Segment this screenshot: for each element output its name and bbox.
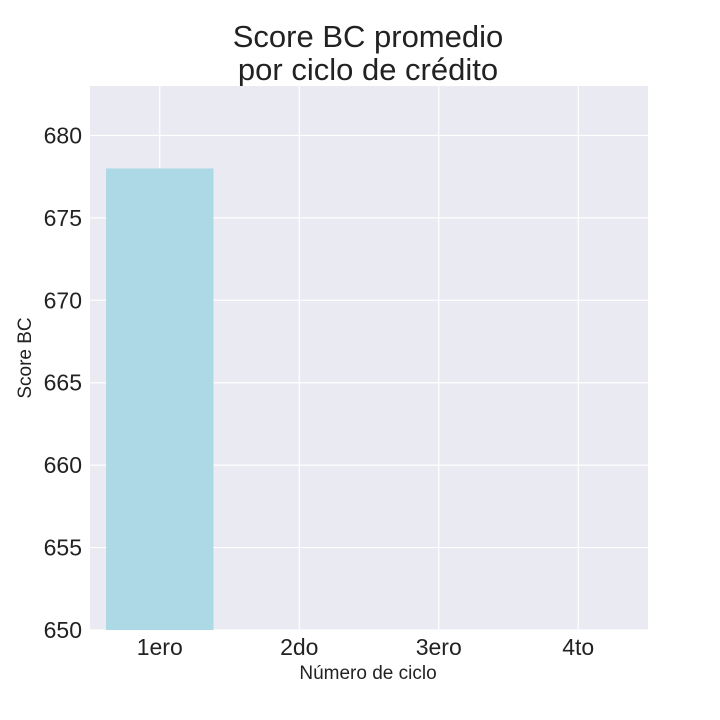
x-tick-label: 1ero <box>137 634 183 660</box>
bar-1ero <box>106 168 214 630</box>
y-tick-labels: 650 655 660 665 670 675 680 <box>44 122 82 643</box>
y-tick-label: 675 <box>44 205 82 231</box>
x-tick-label: 4to <box>562 634 594 660</box>
x-axis-label: Número de ciclo <box>299 663 436 684</box>
x-tick-label: 2do <box>280 634 318 660</box>
y-tick-label: 680 <box>44 122 82 148</box>
y-tick-label: 670 <box>44 287 82 313</box>
y-axis-label: Score BC <box>15 317 36 398</box>
chart-title-line-1: Score BC promedio <box>233 19 504 54</box>
x-tick-label: 3ero <box>416 634 462 660</box>
x-tick-labels: 1ero 2do 3ero 4to <box>137 634 595 660</box>
y-tick-label: 650 <box>44 617 82 643</box>
y-tick-label: 660 <box>44 452 82 478</box>
y-tick-label: 655 <box>44 535 82 561</box>
chart-title-line-2: por ciclo de crédito <box>238 52 498 87</box>
y-tick-label: 665 <box>44 370 82 396</box>
bars <box>106 168 214 630</box>
